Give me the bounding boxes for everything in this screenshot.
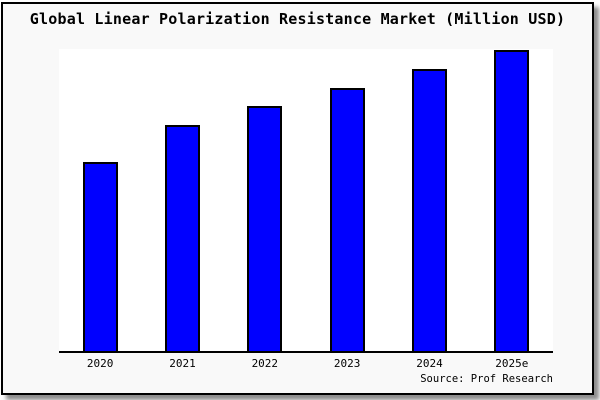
bar-2020: [82, 162, 118, 351]
chart-title: Global Linear Polarization Resistance Ma…: [29, 10, 566, 28]
chart-window: Global Linear Polarization Resistance Ma…: [1, 2, 594, 395]
x-tick-label-2025e: 2025e: [495, 357, 529, 370]
bar-2021: [165, 125, 200, 351]
bar-2024: [412, 69, 447, 351]
bar-2022: [247, 106, 283, 351]
x-tick-label-2023: 2023: [333, 357, 361, 370]
x-tick-label-2020: 2020: [86, 357, 114, 370]
x-tick-label-2022: 2022: [251, 357, 279, 370]
x-axis-ticks: 2020 2021 2022 2023 2024 2025e: [59, 357, 553, 373]
x-tick-label-2024: 2024: [416, 357, 443, 370]
x-tick-label-2021: 2021: [169, 357, 196, 370]
source-caption: Source: Prof Research: [420, 373, 553, 385]
plot-area: [59, 49, 553, 353]
bar-2023: [329, 88, 365, 351]
bar-2025e: [494, 50, 530, 351]
